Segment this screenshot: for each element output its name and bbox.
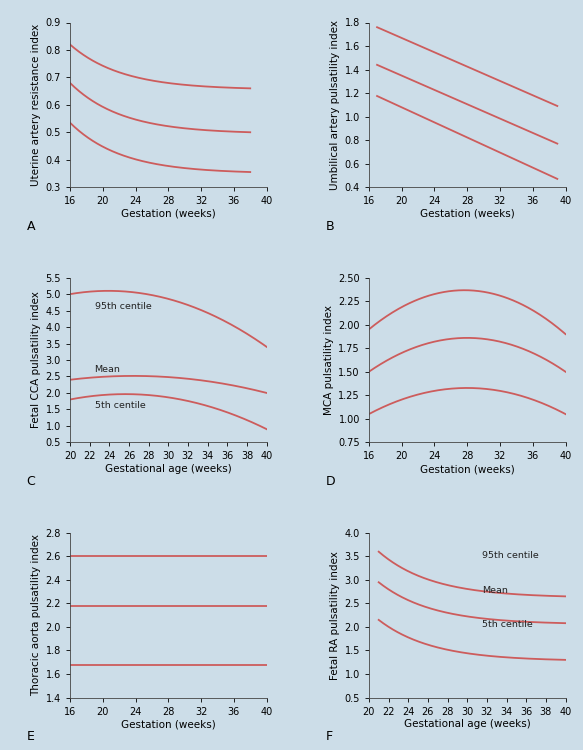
- Text: D: D: [325, 476, 335, 488]
- X-axis label: Gestational age (weeks): Gestational age (weeks): [105, 464, 231, 474]
- Y-axis label: MCA pulsatility index: MCA pulsatility index: [324, 305, 334, 415]
- Text: C: C: [27, 476, 36, 488]
- X-axis label: Gestation (weeks): Gestation (weeks): [420, 464, 515, 474]
- Text: E: E: [27, 730, 34, 743]
- Text: Mean: Mean: [482, 586, 508, 595]
- Y-axis label: Uterine artery resistance index: Uterine artery resistance index: [31, 24, 41, 186]
- Text: 95th centile: 95th centile: [482, 550, 539, 560]
- Text: Mean: Mean: [94, 364, 121, 374]
- Text: B: B: [325, 220, 334, 233]
- X-axis label: Gestation (weeks): Gestation (weeks): [121, 719, 216, 729]
- Text: 5th centile: 5th centile: [482, 620, 533, 629]
- Y-axis label: Thoracic aorta pulsatility index: Thoracic aorta pulsatility index: [31, 534, 41, 696]
- Y-axis label: Umbilical artery pulsatility index: Umbilical artery pulsatility index: [331, 20, 340, 190]
- Text: F: F: [325, 730, 333, 743]
- X-axis label: Gestational age (weeks): Gestational age (weeks): [404, 719, 531, 729]
- X-axis label: Gestation (weeks): Gestation (weeks): [121, 209, 216, 219]
- X-axis label: Gestation (weeks): Gestation (weeks): [420, 209, 515, 219]
- Y-axis label: Fetal CCA pulsatility index: Fetal CCA pulsatility index: [31, 292, 41, 428]
- Y-axis label: Fetal RA pulsatility index: Fetal RA pulsatility index: [330, 550, 340, 680]
- Text: A: A: [27, 220, 35, 233]
- Text: 95th centile: 95th centile: [94, 302, 152, 311]
- Text: 5th centile: 5th centile: [94, 400, 145, 410]
